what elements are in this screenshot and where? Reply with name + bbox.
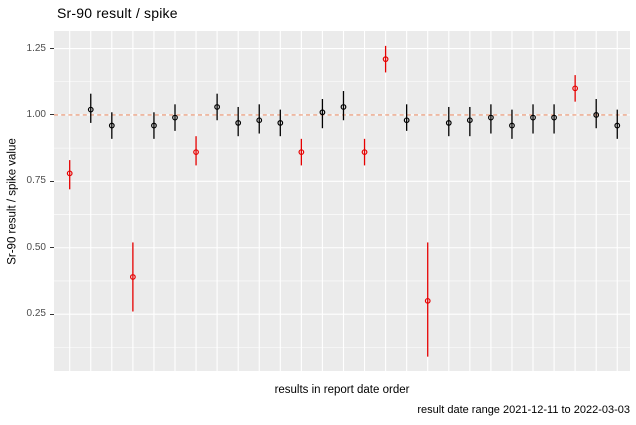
y-tick-mark	[50, 313, 54, 315]
y-tick-mark	[50, 247, 54, 249]
data-point-marker	[235, 120, 242, 126]
data-point-marker	[403, 117, 410, 124]
data-point-marker	[488, 114, 494, 121]
y-tick-mark	[50, 114, 54, 116]
data-point-marker	[614, 122, 621, 129]
data-point-marker	[277, 120, 284, 126]
data-point-marker	[509, 122, 515, 129]
y-axis-title: Sr-90 result / spike value	[6, 138, 19, 265]
data-point-marker	[530, 114, 536, 121]
y-tick-label: 0.25	[26, 308, 46, 320]
plot-caption: result date range 2021-12-11 to 2022-03-…	[417, 404, 630, 416]
data-point-marker	[382, 56, 389, 63]
chart-title: Sr-90 result / spike	[57, 5, 178, 21]
x-axis-title: results in report date order	[274, 384, 410, 396]
data-point-marker	[593, 112, 600, 118]
data-point-marker	[551, 114, 557, 121]
y-tick-label: 0.50	[26, 241, 46, 253]
data-point-marker	[108, 122, 115, 129]
plot-panel	[54, 31, 630, 371]
y-tick-label: 1.00	[26, 108, 46, 120]
y-tick-label: 0.75	[26, 175, 46, 187]
data-point-marker	[298, 149, 305, 156]
data-point-marker	[340, 104, 347, 110]
data-point-marker	[445, 120, 452, 126]
data-point-marker	[319, 109, 326, 116]
data-point-marker	[172, 114, 178, 121]
y-tick-mark	[50, 180, 54, 182]
data-point-marker	[466, 117, 473, 124]
data-point-marker	[256, 117, 263, 124]
data-point-marker	[87, 106, 94, 113]
data-point-marker	[151, 122, 157, 129]
data-point-marker	[66, 170, 73, 177]
data-point-marker	[424, 297, 431, 304]
data-point-marker	[361, 149, 368, 156]
data-point-marker	[214, 104, 221, 110]
data-point-marker	[193, 149, 199, 156]
data-point-marker	[129, 274, 136, 280]
data-point-marker	[572, 85, 579, 92]
y-tick-mark	[50, 48, 54, 50]
y-tick-label: 1.25	[26, 42, 46, 54]
plot-canvas	[54, 31, 630, 371]
